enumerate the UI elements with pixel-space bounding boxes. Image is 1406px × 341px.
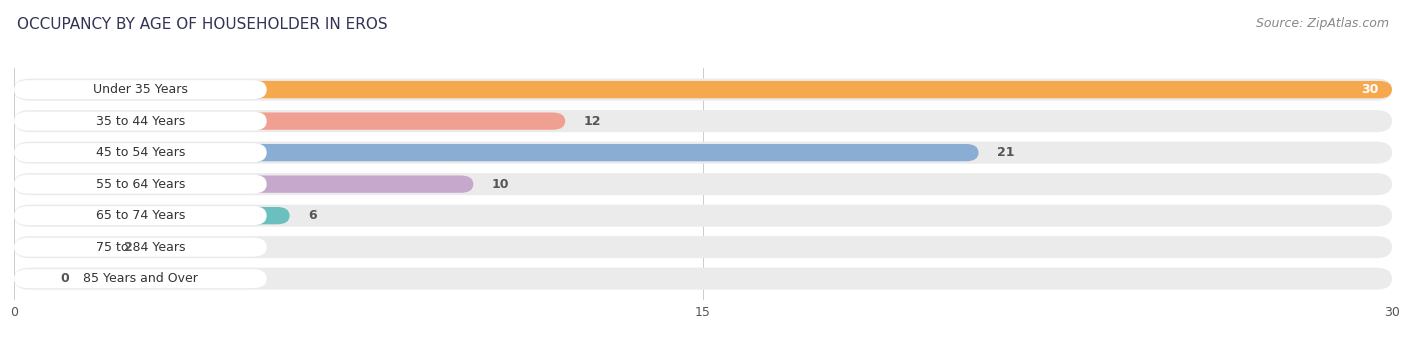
FancyBboxPatch shape [14, 207, 290, 224]
Text: 35 to 44 Years: 35 to 44 Years [96, 115, 186, 128]
Text: 21: 21 [997, 146, 1015, 159]
Text: 30: 30 [1361, 83, 1378, 96]
Text: 0: 0 [60, 272, 69, 285]
Text: Source: ZipAtlas.com: Source: ZipAtlas.com [1256, 17, 1389, 30]
Text: OCCUPANCY BY AGE OF HOUSEHOLDER IN EROS: OCCUPANCY BY AGE OF HOUSEHOLDER IN EROS [17, 17, 388, 32]
FancyBboxPatch shape [14, 78, 1392, 101]
FancyBboxPatch shape [14, 238, 105, 256]
FancyBboxPatch shape [14, 173, 1392, 195]
FancyBboxPatch shape [14, 176, 474, 193]
FancyBboxPatch shape [14, 80, 267, 99]
FancyBboxPatch shape [14, 143, 267, 162]
Text: 12: 12 [583, 115, 602, 128]
FancyBboxPatch shape [14, 175, 267, 194]
FancyBboxPatch shape [14, 112, 267, 131]
Text: 2: 2 [124, 241, 134, 254]
Text: 10: 10 [492, 178, 509, 191]
FancyBboxPatch shape [14, 269, 267, 288]
Text: 85 Years and Over: 85 Years and Over [83, 272, 198, 285]
FancyBboxPatch shape [14, 205, 1392, 227]
Text: 75 to 84 Years: 75 to 84 Years [96, 241, 186, 254]
FancyBboxPatch shape [14, 268, 1392, 290]
FancyBboxPatch shape [14, 81, 1392, 98]
FancyBboxPatch shape [14, 206, 267, 225]
Text: 65 to 74 Years: 65 to 74 Years [96, 209, 186, 222]
FancyBboxPatch shape [14, 144, 979, 161]
FancyBboxPatch shape [14, 110, 1392, 132]
FancyBboxPatch shape [14, 113, 565, 130]
Text: 6: 6 [308, 209, 316, 222]
FancyBboxPatch shape [14, 238, 267, 256]
FancyBboxPatch shape [14, 270, 42, 287]
FancyBboxPatch shape [14, 142, 1392, 164]
Text: 55 to 64 Years: 55 to 64 Years [96, 178, 186, 191]
FancyBboxPatch shape [14, 236, 1392, 258]
Text: Under 35 Years: Under 35 Years [93, 83, 188, 96]
Text: 45 to 54 Years: 45 to 54 Years [96, 146, 186, 159]
